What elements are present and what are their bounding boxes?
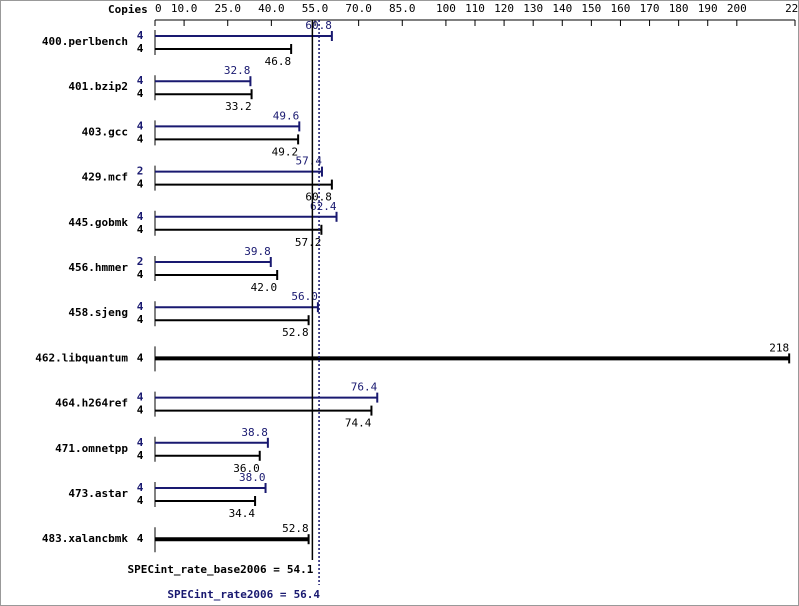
value-label: 34.4 xyxy=(229,507,256,520)
copies: 4 xyxy=(137,210,144,223)
copies: 4 xyxy=(137,42,144,55)
reference-name: SPECint_rate_base2006 = xyxy=(128,563,281,576)
value-label: 38.8 xyxy=(241,426,268,439)
copies: 4 xyxy=(137,74,144,87)
value-label: 36.0 xyxy=(233,462,260,475)
value-label: 39.8 xyxy=(244,245,271,258)
copies: 4 xyxy=(137,436,144,449)
copies: 4 xyxy=(137,404,144,417)
x-tick-label: 150 xyxy=(581,2,601,15)
x-tick-label: 25.0 xyxy=(214,2,241,15)
copies: 4 xyxy=(137,223,144,236)
benchmark-name: 483.xalancbmk xyxy=(42,532,128,545)
copies: 4 xyxy=(137,532,144,545)
value-label: 62.4 xyxy=(310,200,337,213)
benchmark-name: 456.hmmer xyxy=(68,261,128,274)
benchmark-name: 429.mcf xyxy=(82,171,128,184)
value-label: 56.0 xyxy=(291,290,318,303)
x-tick-label: 130 xyxy=(523,2,543,15)
benchmark-name: 471.omnetpp xyxy=(55,442,128,455)
benchmark-name: 445.gobmk xyxy=(68,216,128,229)
copies: 4 xyxy=(137,351,144,364)
value-label: 38.0 xyxy=(239,471,266,484)
value-label: 57.2 xyxy=(295,236,322,249)
value-label: 33.2 xyxy=(225,100,252,113)
value-label: 52.8 xyxy=(282,326,309,339)
x-tick-label: 120 xyxy=(494,2,514,15)
reference-label: SPECint_rate2006 = 56.4 xyxy=(167,588,320,601)
x-tick-label: 140 xyxy=(552,2,572,15)
x-tick-label: 0 xyxy=(155,2,162,15)
copies: 4 xyxy=(137,132,144,145)
benchmark-name: 403.gcc xyxy=(82,125,128,138)
value-label: 49.6 xyxy=(273,109,300,122)
reference-name: SPECint_rate2006 = xyxy=(167,588,287,601)
copies: 4 xyxy=(137,300,144,313)
value-label: 76.4 xyxy=(351,381,378,394)
x-tick-label: 180 xyxy=(669,2,689,15)
copies: 4 xyxy=(137,494,144,507)
x-tick-label: 10.0 xyxy=(171,2,198,15)
value-label: 74.4 xyxy=(345,417,372,430)
copies: 4 xyxy=(137,449,144,462)
copies: 4 xyxy=(137,313,144,326)
benchmark-name: 464.h264ref xyxy=(55,397,128,410)
copies: 4 xyxy=(137,29,144,42)
value-label: 52.8 xyxy=(282,522,309,535)
benchmark-name: 400.perlbench xyxy=(42,35,128,48)
reference-value: 54.1 xyxy=(287,563,314,576)
x-tick-label: 200 xyxy=(727,2,747,15)
copies: 2 xyxy=(137,165,144,178)
x-tick-label: 55.0 xyxy=(302,2,329,15)
reference-value: 56.4 xyxy=(294,588,321,601)
benchmark-name: 401.bzip2 xyxy=(68,80,128,93)
copies-header: Copies xyxy=(108,3,148,16)
copies: 4 xyxy=(137,178,144,191)
value-label: 46.8 xyxy=(265,55,292,68)
value-label: 57.4 xyxy=(295,155,322,168)
x-tick-label: 70.0 xyxy=(345,2,372,15)
value-label: 218 xyxy=(769,341,789,354)
benchmark-name: 462.libquantum xyxy=(35,351,128,364)
x-tick-label: 110 xyxy=(465,2,485,15)
reference-label: SPECint_rate_base2006 = 54.1 xyxy=(128,563,314,576)
copies: 4 xyxy=(137,119,144,132)
copies: 4 xyxy=(137,87,144,100)
benchmark-name: 458.sjeng xyxy=(68,306,128,319)
benchmark-name: 473.astar xyxy=(68,487,128,500)
copies: 4 xyxy=(137,481,144,494)
copies: 4 xyxy=(137,268,144,281)
x-tick-label: 40.0 xyxy=(258,2,285,15)
value-label: 42.0 xyxy=(251,281,278,294)
x-tick-label: 85.0 xyxy=(389,2,416,15)
x-tick-label: 190 xyxy=(698,2,718,15)
copies: 2 xyxy=(137,255,144,268)
x-tick-label: 220 xyxy=(785,2,799,15)
value-label: 49.2 xyxy=(272,145,299,158)
copies: 4 xyxy=(137,391,144,404)
x-tick-label: 100 xyxy=(436,2,456,15)
value-label: 32.8 xyxy=(224,64,251,77)
x-tick-label: 170 xyxy=(640,2,660,15)
x-tick-label: 160 xyxy=(611,2,631,15)
